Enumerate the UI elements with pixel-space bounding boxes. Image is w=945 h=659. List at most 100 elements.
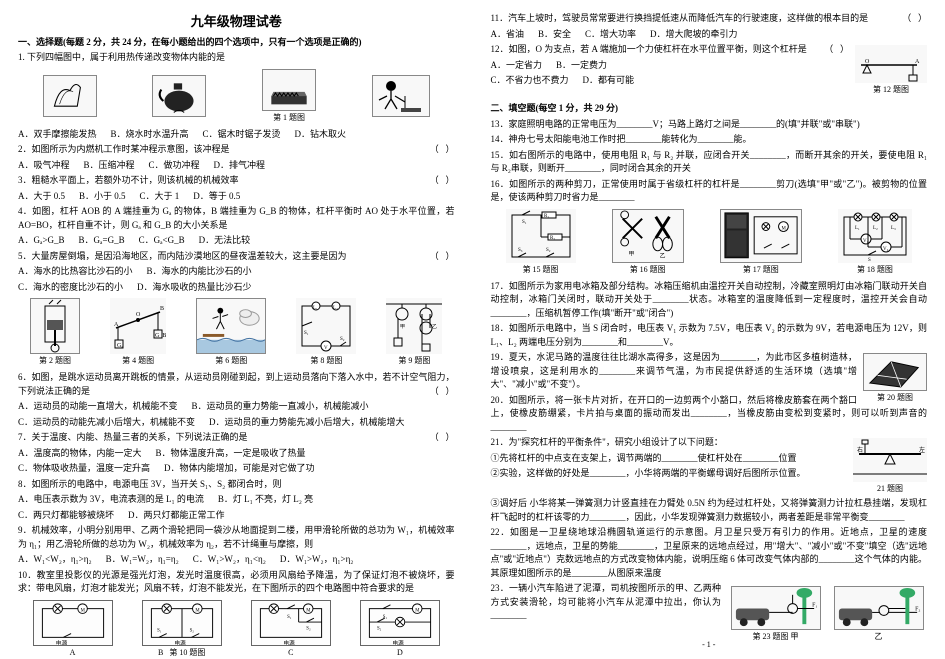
- q6-options: A．运动员的动能一直增大，机械能不变 B．运动员的重力势能一直减小，机械能减小: [18, 400, 455, 414]
- opt: A．大于 0.5: [18, 190, 65, 204]
- car-pulley-b-icon: F₂: [834, 586, 924, 630]
- svg-text:L₁: L₁: [313, 306, 318, 311]
- svg-text:M: M: [80, 608, 85, 613]
- q11-options: A．省油 B．安全 C．增大功率 D．增大爬坡的牵引力: [491, 28, 928, 42]
- q5-options-2: C．海水的密度比沙石的小 D．海水吸收的热量比沙石少: [18, 281, 455, 295]
- hands-rubbing-icon: [43, 75, 97, 117]
- svg-text:O: O: [865, 59, 870, 65]
- section-1-header: 一、选择题(每题 2 分，共 24 分，在每小题给出的四个选项中，只有一个选项是…: [18, 36, 455, 50]
- svg-text:B: B: [160, 306, 164, 312]
- q11-stem: 11．汽车上坡时，驾驶员常常要进行换挡提低速从而降低汽车的行驶速度，这样做的根本…: [491, 12, 928, 26]
- q18-cap: 第 18 题图: [857, 264, 893, 276]
- circuit-b: MS₁S₂电源: [142, 600, 222, 646]
- q23-img-b: F₂ 乙: [834, 586, 924, 643]
- q9-options: A．W₁<W₂，η₁>η₂ B．W₁=W₂，η₁=η₂ C．W₁>W₂，η₁<η…: [18, 553, 455, 567]
- q8-img: L₁L₂S₁VS₂ 第 8 题图: [296, 298, 356, 367]
- q3-options: A．大于 0.5 B．小于 0.5 C．大于 1 D．等于 0.5: [18, 190, 455, 204]
- svg-text:S₁: S₁: [304, 331, 309, 336]
- q6-stem: 6．如图，是跳水运动员离开跳板的情景，从运动员刚碰到起，到上运动员落向下落入水中…: [18, 371, 455, 398]
- svg-text:V: V: [324, 346, 328, 351]
- fridge-icon: M: [720, 209, 802, 263]
- q1-img-c: 第 1 题图: [262, 69, 316, 124]
- q8-options: A．电压表示数为 3V，电流表测的是 L₁ 的电流 B．灯 L₁ 不亮，灯 L₂…: [18, 493, 455, 507]
- circuit-b-stack: MS₁S₂电源 B 第 10 题图: [142, 600, 222, 659]
- q9-cap: 第 9 题图: [398, 355, 430, 367]
- scissors-icon: 甲乙: [612, 209, 684, 263]
- lever-icon: GₐG_BAOB: [110, 298, 166, 354]
- opt: B．海水的内能比沙石的小: [147, 265, 252, 279]
- opt: D．增大爬坡的牵引力: [650, 28, 738, 42]
- svg-text:右: 右: [857, 446, 863, 454]
- q18: 18．如图所示电路中，当 S 闭合时，电压表 V₁ 示数为 7.5V，电压表 V…: [491, 322, 928, 349]
- card-rubber-icon: [863, 353, 927, 391]
- opt: B．物体温度升高，一定是吸收了热量: [156, 447, 306, 461]
- q4-stem: 4．如图，杠杆 AOB 的 A 端挂重为 Gₐ 的物体，B 端挂重为 G_B 的…: [18, 205, 455, 232]
- opt: D．无法比较: [199, 234, 251, 248]
- opt: C．不省力也不费力: [491, 74, 569, 88]
- opt: C．做功冲程: [149, 159, 200, 173]
- q2-img: 第 2 题图: [30, 298, 80, 367]
- diver-icon: [196, 298, 266, 354]
- q17-img: M 第 17 题图: [720, 209, 802, 276]
- opt: B．一定费力: [556, 59, 607, 73]
- svg-text:A: A: [915, 59, 920, 65]
- q17-cap: 第 17 题图: [743, 264, 779, 276]
- svg-text:S₂: S₂: [189, 628, 194, 633]
- svg-text:S₁: S₁: [522, 220, 527, 225]
- opt: C．Gₐ<G_B: [139, 234, 185, 248]
- svg-text:S₂: S₂: [546, 248, 551, 253]
- balance-lever-icon: 左右: [853, 438, 927, 482]
- mid-images: 第 2 题图 GₐG_BAOB 第 4 题图 第 6 题图 L₁L₂S₁VS₂ …: [18, 298, 455, 367]
- circuit-q8-icon: L₁ L₂ S₁ V S₂: [296, 298, 356, 354]
- saw-icon: [262, 69, 316, 111]
- svg-text:乙: 乙: [432, 323, 437, 330]
- q4-img: GₐG_BAOB 第 4 题图: [110, 298, 166, 367]
- q5-stem: 5．大量房屋倒塌，是因沿海地区，而内陆沙漠地区的昼夜温差较大，这主要是因为（ ）: [18, 250, 455, 264]
- q15-cap: 第 15 题图: [523, 264, 559, 276]
- opt: C．海水的密度比沙石的小: [18, 281, 123, 295]
- q10-stem: 10．教室里投影仪的光源是强光灯泡，发光时温度很高，必须用风扇给予降温，为了保证…: [18, 569, 455, 596]
- q12-cap: 第 12 题图: [873, 84, 909, 96]
- q19: 19．夏天，水泥马路的温度往往比湖水高得多，这是因为________，为此市区多…: [491, 351, 928, 392]
- opt: D．海水吸收的热量比沙石少: [137, 281, 252, 295]
- circuit-c-stack: S₁MS₂电源 C: [251, 600, 331, 659]
- q12-options: A．一定省力 B．一定费力: [491, 59, 850, 73]
- q1-images: 第 1 题图: [18, 69, 455, 124]
- svg-text:电源: 电源: [174, 639, 186, 645]
- opt: C．物体吸收热量，温度一定升高: [18, 462, 150, 476]
- q16-cap: 第 16 题图: [630, 264, 666, 276]
- q10-d: D: [397, 647, 403, 659]
- drill-fire-icon: [372, 75, 430, 117]
- svg-text:S₃: S₃: [518, 248, 523, 253]
- opt: A．运动员的动能一直增大，机械能不变: [18, 400, 178, 414]
- q8-options-2: C．两只灯都能够被烧坏 D．两只灯都能正常工作: [18, 509, 455, 523]
- svg-text:左: 左: [919, 446, 925, 454]
- q1-caption: 第 1 题图: [273, 112, 305, 124]
- opt: B．小于 0.5: [79, 190, 126, 204]
- opt: D．W₁>W₂，η₁>η₂: [280, 553, 354, 567]
- opt: A．温度高的物体，内能一定大: [18, 447, 142, 461]
- svg-text:R₂: R₂: [550, 236, 555, 241]
- q21-img: 左右 21 题图: [853, 438, 927, 495]
- q13: 13．家庭照明电路的正常电压为________V；马路上路灯之间是_______…: [491, 118, 928, 132]
- q2-stem: 2．如图所示为内燃机工作时某冲程示意图，该冲程是（ ）: [18, 143, 455, 157]
- right-page: 11．汽车上坡时，驾驶员常常要进行换挡提低速从而降低汽车的行驶速度，这样做的根本…: [473, 0, 945, 655]
- circuit-a-stack: M电源 A: [33, 600, 113, 659]
- svg-text:甲: 甲: [628, 251, 634, 258]
- svg-text:L₂: L₂: [333, 306, 338, 311]
- svg-text:S₁: S₁: [157, 628, 162, 633]
- svg-text:Gₐ: Gₐ: [117, 343, 123, 349]
- engine-stroke-icon: [30, 298, 80, 354]
- opt: A．一定省力: [491, 59, 543, 73]
- opt: B．Gₐ=G_B: [79, 234, 125, 248]
- svg-text:M: M: [306, 608, 311, 613]
- kettle-icon: [152, 75, 206, 117]
- q15-img: S₁R₁R₂S₃S₂ 第 15 题图: [506, 209, 576, 276]
- q20-cap: 第 20 题图: [877, 392, 913, 404]
- opt: C．大于 1: [140, 190, 180, 204]
- svg-text:G_B: G_B: [155, 333, 166, 339]
- opt: B．W₁=W₂，η₁=η₂: [106, 553, 179, 567]
- q7-options: A．温度高的物体，内能一定大 B．物体温度升高，一定是吸收了热量: [18, 447, 455, 461]
- svg-text:S₂: S₂: [340, 337, 345, 342]
- svg-text:F₁: F₁: [812, 602, 817, 608]
